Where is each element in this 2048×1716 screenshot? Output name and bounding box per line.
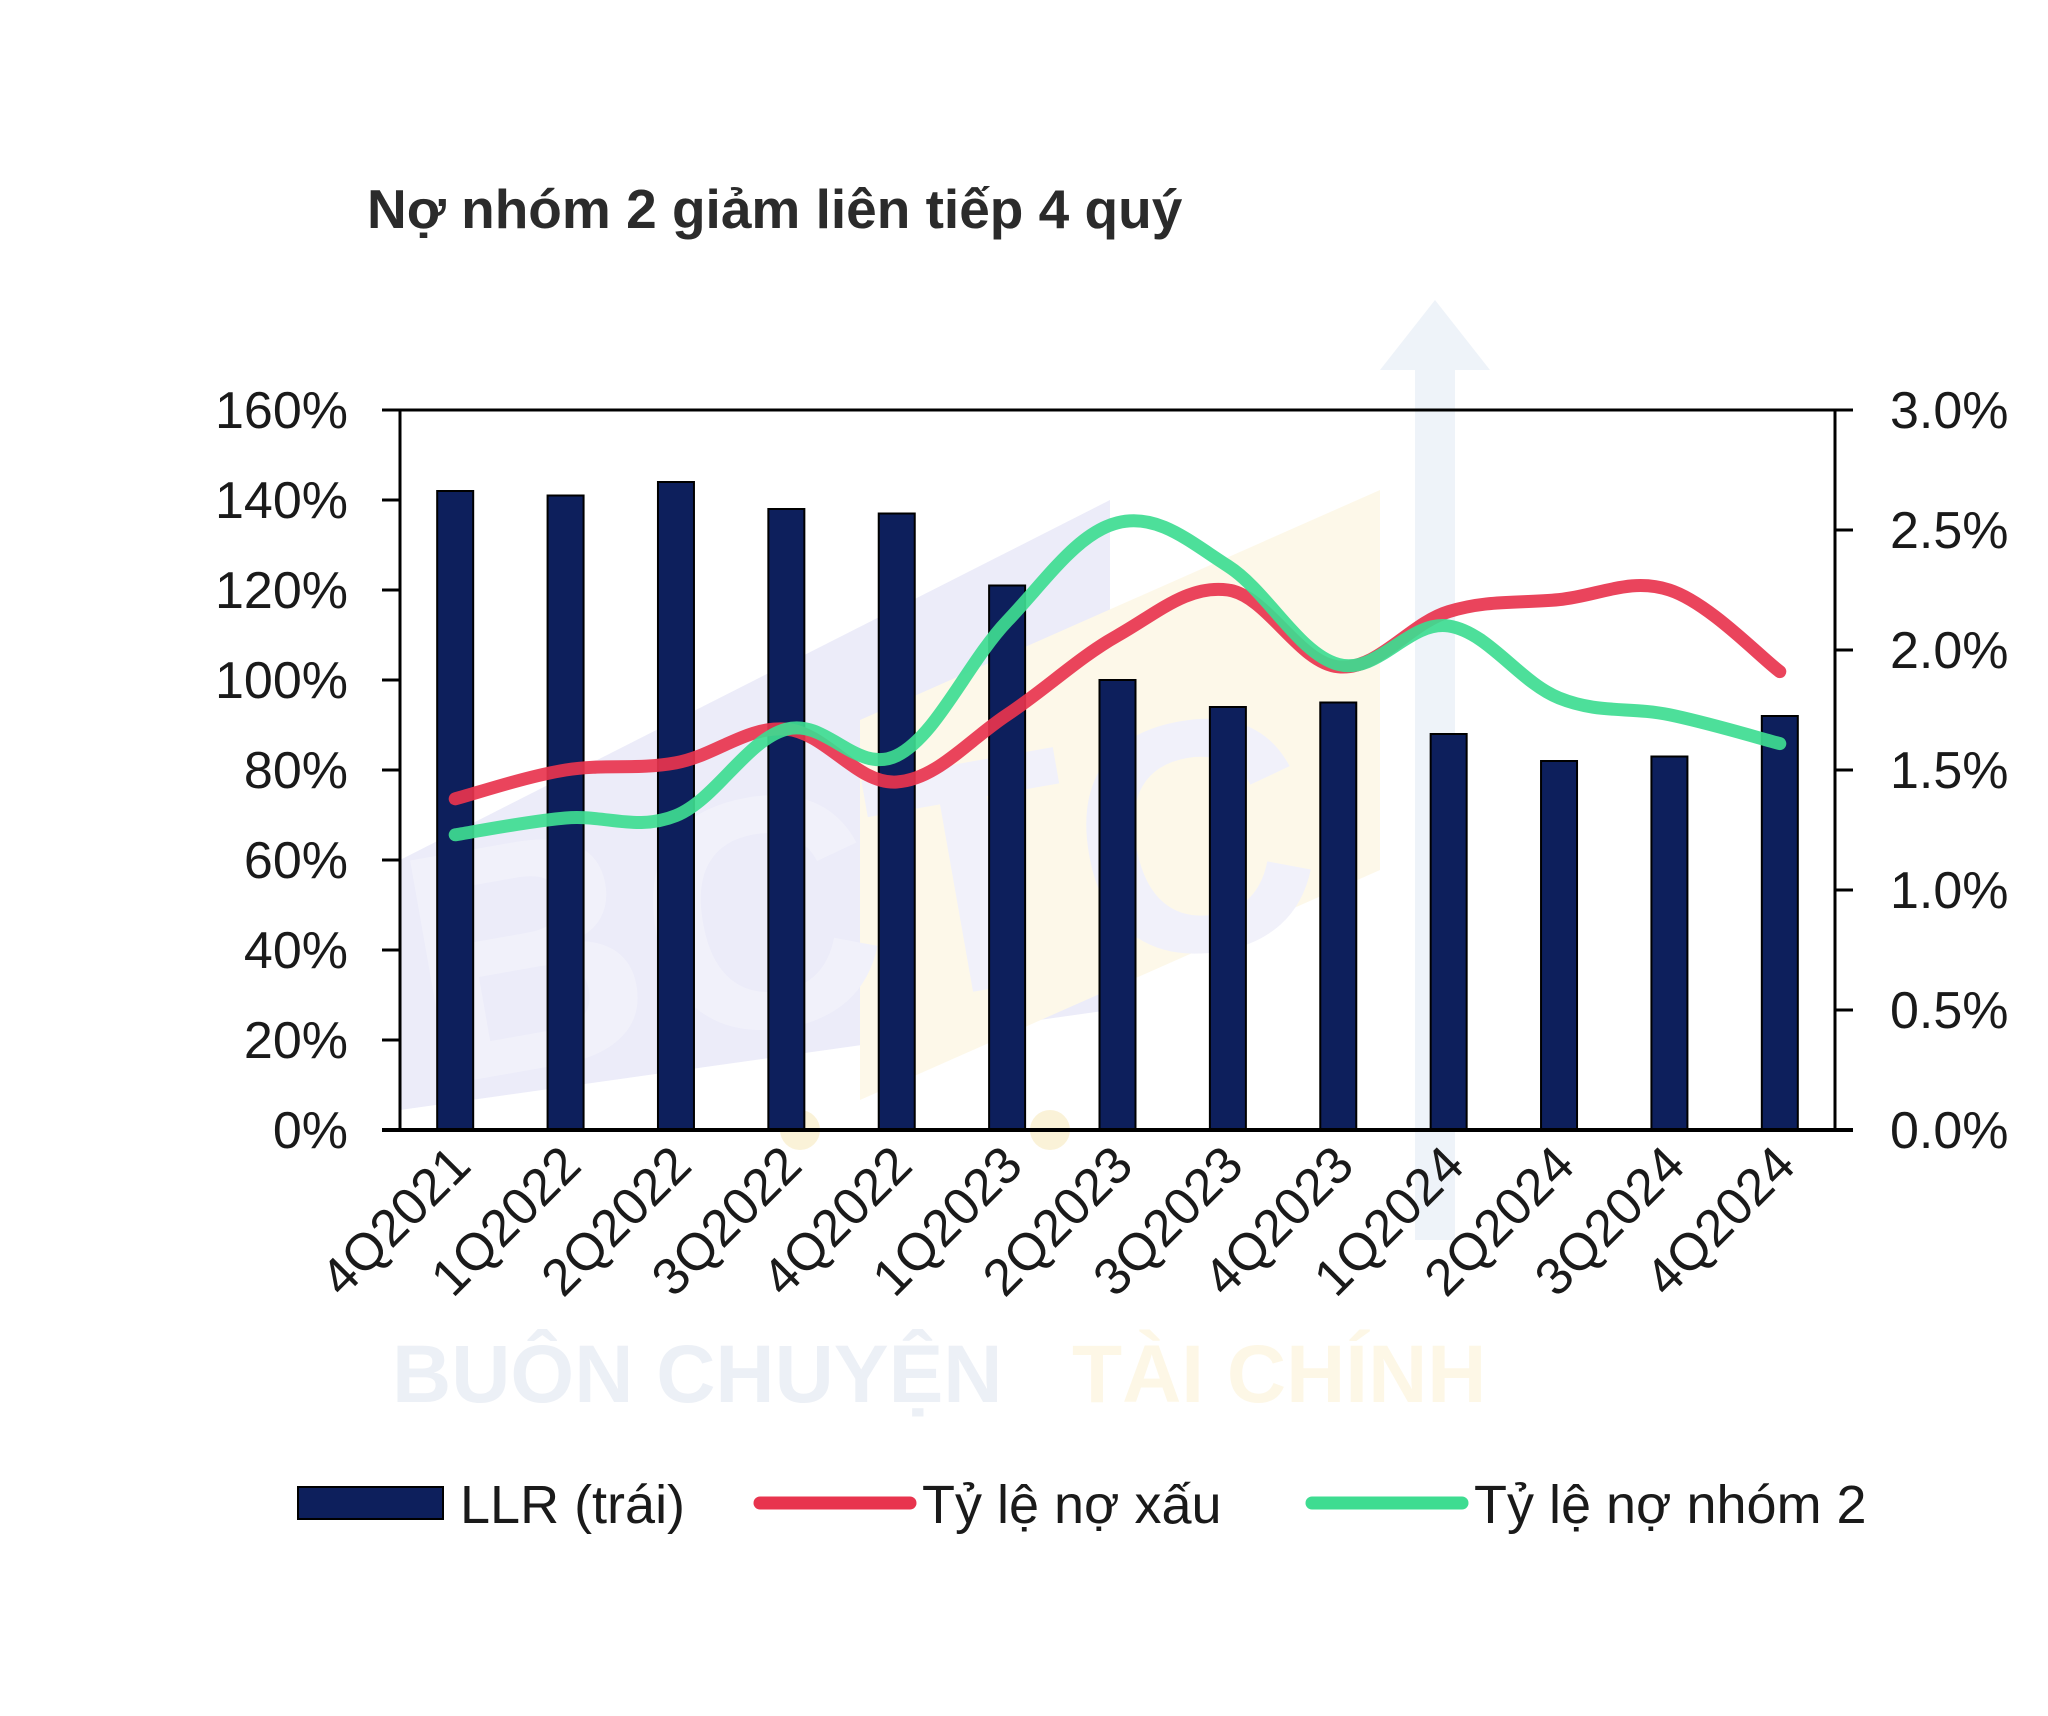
- tick-label-right: 3.0%: [1890, 382, 2009, 440]
- bar-4Q2024: [1760, 715, 1799, 1131]
- tick-label-left: 0%: [273, 1102, 348, 1160]
- tick-label-right: 2.5%: [1890, 502, 2009, 560]
- tick-label-left: 40%: [244, 922, 348, 980]
- legend: LLR (trái) Tỷ lệ nợ xấu Tỷ lệ nợ nhóm 2: [297, 1475, 1867, 1535]
- watermark-brand-right: TÀI CHÍNH: [1072, 1329, 1487, 1420]
- line-ty-le-no-nhom-2: [448, 514, 1787, 842]
- legend-llr-label: LLR (trái): [460, 1475, 685, 1535]
- bar-2Q2024: [1540, 760, 1579, 1131]
- tick-label-right: 1.0%: [1890, 862, 2009, 920]
- tick-label-right: 1.5%: [1890, 742, 2009, 800]
- tick-label-left: 60%: [244, 832, 348, 890]
- bar-4Q2023: [1319, 701, 1358, 1131]
- watermark-logo-text: BCTC: [376, 634, 1343, 1157]
- legend-ty-le-no-xau-label: Tỷ lệ nợ xấu: [922, 1475, 1222, 1535]
- tick-label-left: 120%: [215, 562, 348, 620]
- bar-2Q2023: [1098, 679, 1137, 1131]
- line-series-group: [448, 514, 1787, 842]
- tick-label-left: 100%: [215, 652, 348, 710]
- bar-4Q2022: [877, 512, 916, 1131]
- bar-3Q2023: [1208, 706, 1247, 1131]
- tick-label-left: 160%: [215, 382, 348, 440]
- legend-llr-swatch: [297, 1486, 444, 1520]
- bar-4Q2021: [436, 490, 475, 1131]
- tick-label-right: 0.0%: [1890, 1102, 2009, 1160]
- legend-ty-le-no-nhom-2-label: Tỷ lệ nợ nhóm 2: [1474, 1475, 1867, 1535]
- tick-label-left: 20%: [244, 1012, 348, 1070]
- tick-label-right: 2.0%: [1890, 622, 2009, 680]
- tick-label-left: 140%: [215, 472, 348, 530]
- watermark-brand-left: BUÔN CHUYỆN: [392, 1329, 1002, 1420]
- bar-1Q2023: [988, 584, 1027, 1131]
- bar-3Q2024: [1650, 755, 1689, 1131]
- chart-title: Nợ nhóm 2 giảm liên tiếp 4 quý: [367, 178, 1183, 240]
- bar-3Q2022: [767, 508, 806, 1131]
- tick-label-right: 0.5%: [1890, 982, 2009, 1040]
- bar-1Q2024: [1429, 733, 1468, 1131]
- line-ty-le-no-xau: [448, 579, 1787, 806]
- tick-label-left: 80%: [244, 742, 348, 800]
